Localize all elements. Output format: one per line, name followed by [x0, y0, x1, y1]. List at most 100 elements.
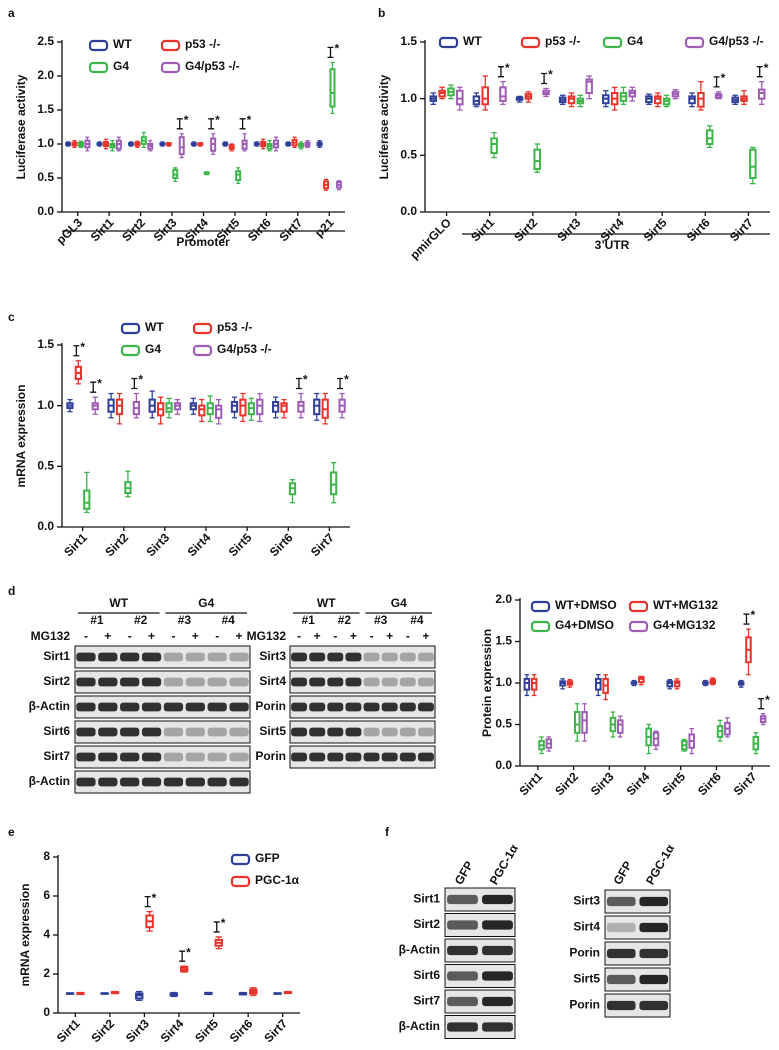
box [697, 92, 705, 108]
legend-label: G4 [113, 59, 129, 73]
box [567, 95, 576, 105]
legend-swatch [160, 61, 181, 74]
box [297, 401, 305, 413]
blot-band [76, 752, 96, 762]
box [595, 677, 602, 691]
blot-band [291, 677, 308, 687]
blot-band [606, 896, 636, 907]
legend-label: WT+MG132 [653, 598, 718, 612]
treatment-sign: + [192, 629, 199, 643]
y-tick-label: 1.5 [37, 102, 54, 116]
significance-mark: * [505, 61, 510, 75]
row-label: Porin [569, 946, 600, 960]
blot-band [399, 652, 416, 662]
treatment-sign: - [406, 629, 410, 643]
x-tick-label: Sirt7 [261, 1016, 290, 1045]
blot-band [447, 971, 478, 981]
x-tick-label: Sirt3 [151, 215, 180, 244]
lane-label: #4 [410, 613, 424, 627]
legend-swatch [628, 600, 649, 613]
y-tick-label: 1.5 [37, 337, 54, 351]
panel-label: e [8, 825, 15, 839]
legend-label: G4 [145, 342, 161, 356]
treatment-sign: - [297, 629, 301, 643]
legend-label: G4/p53 -/- [709, 34, 764, 48]
legend-swatch [120, 344, 141, 357]
legend-swatch [88, 39, 109, 52]
lane-label: #2 [338, 613, 352, 627]
blot-band [291, 702, 308, 712]
y-tick-label: 1.0 [37, 398, 54, 412]
blot-band [207, 677, 227, 687]
blot-band [381, 702, 398, 712]
significance-mark: * [138, 373, 143, 387]
box [329, 68, 336, 108]
y-tick-label: 2.0 [37, 68, 54, 82]
row-label: β-Actin [399, 943, 440, 957]
box [530, 677, 538, 691]
y-tick-label: 8 [43, 849, 50, 863]
x-tick-label: Sirt4 [185, 530, 214, 559]
box [688, 95, 696, 105]
lane-label: GFP [452, 859, 476, 887]
blot-band [327, 727, 344, 737]
blot-band [363, 702, 380, 712]
panel-label: f [385, 825, 390, 839]
blot-band [229, 777, 249, 787]
blot-strip [444, 913, 516, 937]
box [230, 401, 239, 413]
x-tick-label: Sirt6 [245, 215, 274, 244]
legend-label: G4/p53 -/- [185, 59, 240, 73]
box [523, 677, 531, 691]
row-label: Sirt2 [413, 917, 440, 931]
blot-band [345, 652, 362, 662]
legend-swatch [520, 36, 541, 49]
treatment-label: MG132 [31, 629, 71, 643]
significance-bracket [179, 950, 186, 962]
blot-band [229, 752, 249, 762]
blot-band [363, 677, 380, 687]
significance-bracket [239, 118, 246, 130]
box [272, 401, 280, 413]
blot-band [482, 920, 513, 930]
row-label: Sirt5 [573, 972, 600, 986]
significance-mark: * [335, 42, 340, 56]
box [256, 398, 264, 416]
y-axis-label: Protein expression [480, 629, 494, 737]
blot-band [291, 727, 308, 737]
row-label: Sirt6 [43, 724, 70, 738]
blot-band [417, 677, 434, 687]
y-axis-label: Luciferase activity [377, 74, 391, 179]
group-label: WT [317, 596, 336, 610]
significance-mark: * [764, 61, 769, 75]
y-tick-label: 1.0 [400, 91, 417, 105]
row-label: Sirt5 [259, 724, 286, 738]
x-tick-label: Sirt6 [227, 1016, 256, 1045]
blot-band [399, 752, 416, 762]
blot-band [327, 702, 344, 712]
legend-swatch [438, 36, 459, 49]
row-label: β-Actin [29, 774, 70, 788]
x-axis-label: Promoter [176, 235, 230, 249]
blot-band [141, 752, 162, 762]
blot-band [482, 894, 513, 905]
y-tick-label: 0.0 [495, 758, 512, 772]
significance-bracket [176, 118, 183, 130]
blot-band [76, 677, 96, 687]
blot-band [327, 652, 344, 662]
lane-label: #2 [134, 613, 148, 627]
blot-band [163, 677, 184, 687]
treatment-sign: - [215, 629, 219, 643]
y-tick-label: 0.5 [37, 459, 54, 473]
blot-band [399, 727, 416, 737]
legend-swatch [530, 620, 551, 633]
box [239, 398, 247, 417]
blot-band [482, 971, 513, 981]
x-tick-label: Sirt3 [123, 1016, 152, 1045]
blot-strip [444, 887, 516, 912]
y-tick-label: 1.0 [495, 675, 512, 689]
y-tick-label: 6 [43, 888, 50, 902]
blot-band [207, 702, 227, 712]
legend-swatch [684, 36, 705, 49]
